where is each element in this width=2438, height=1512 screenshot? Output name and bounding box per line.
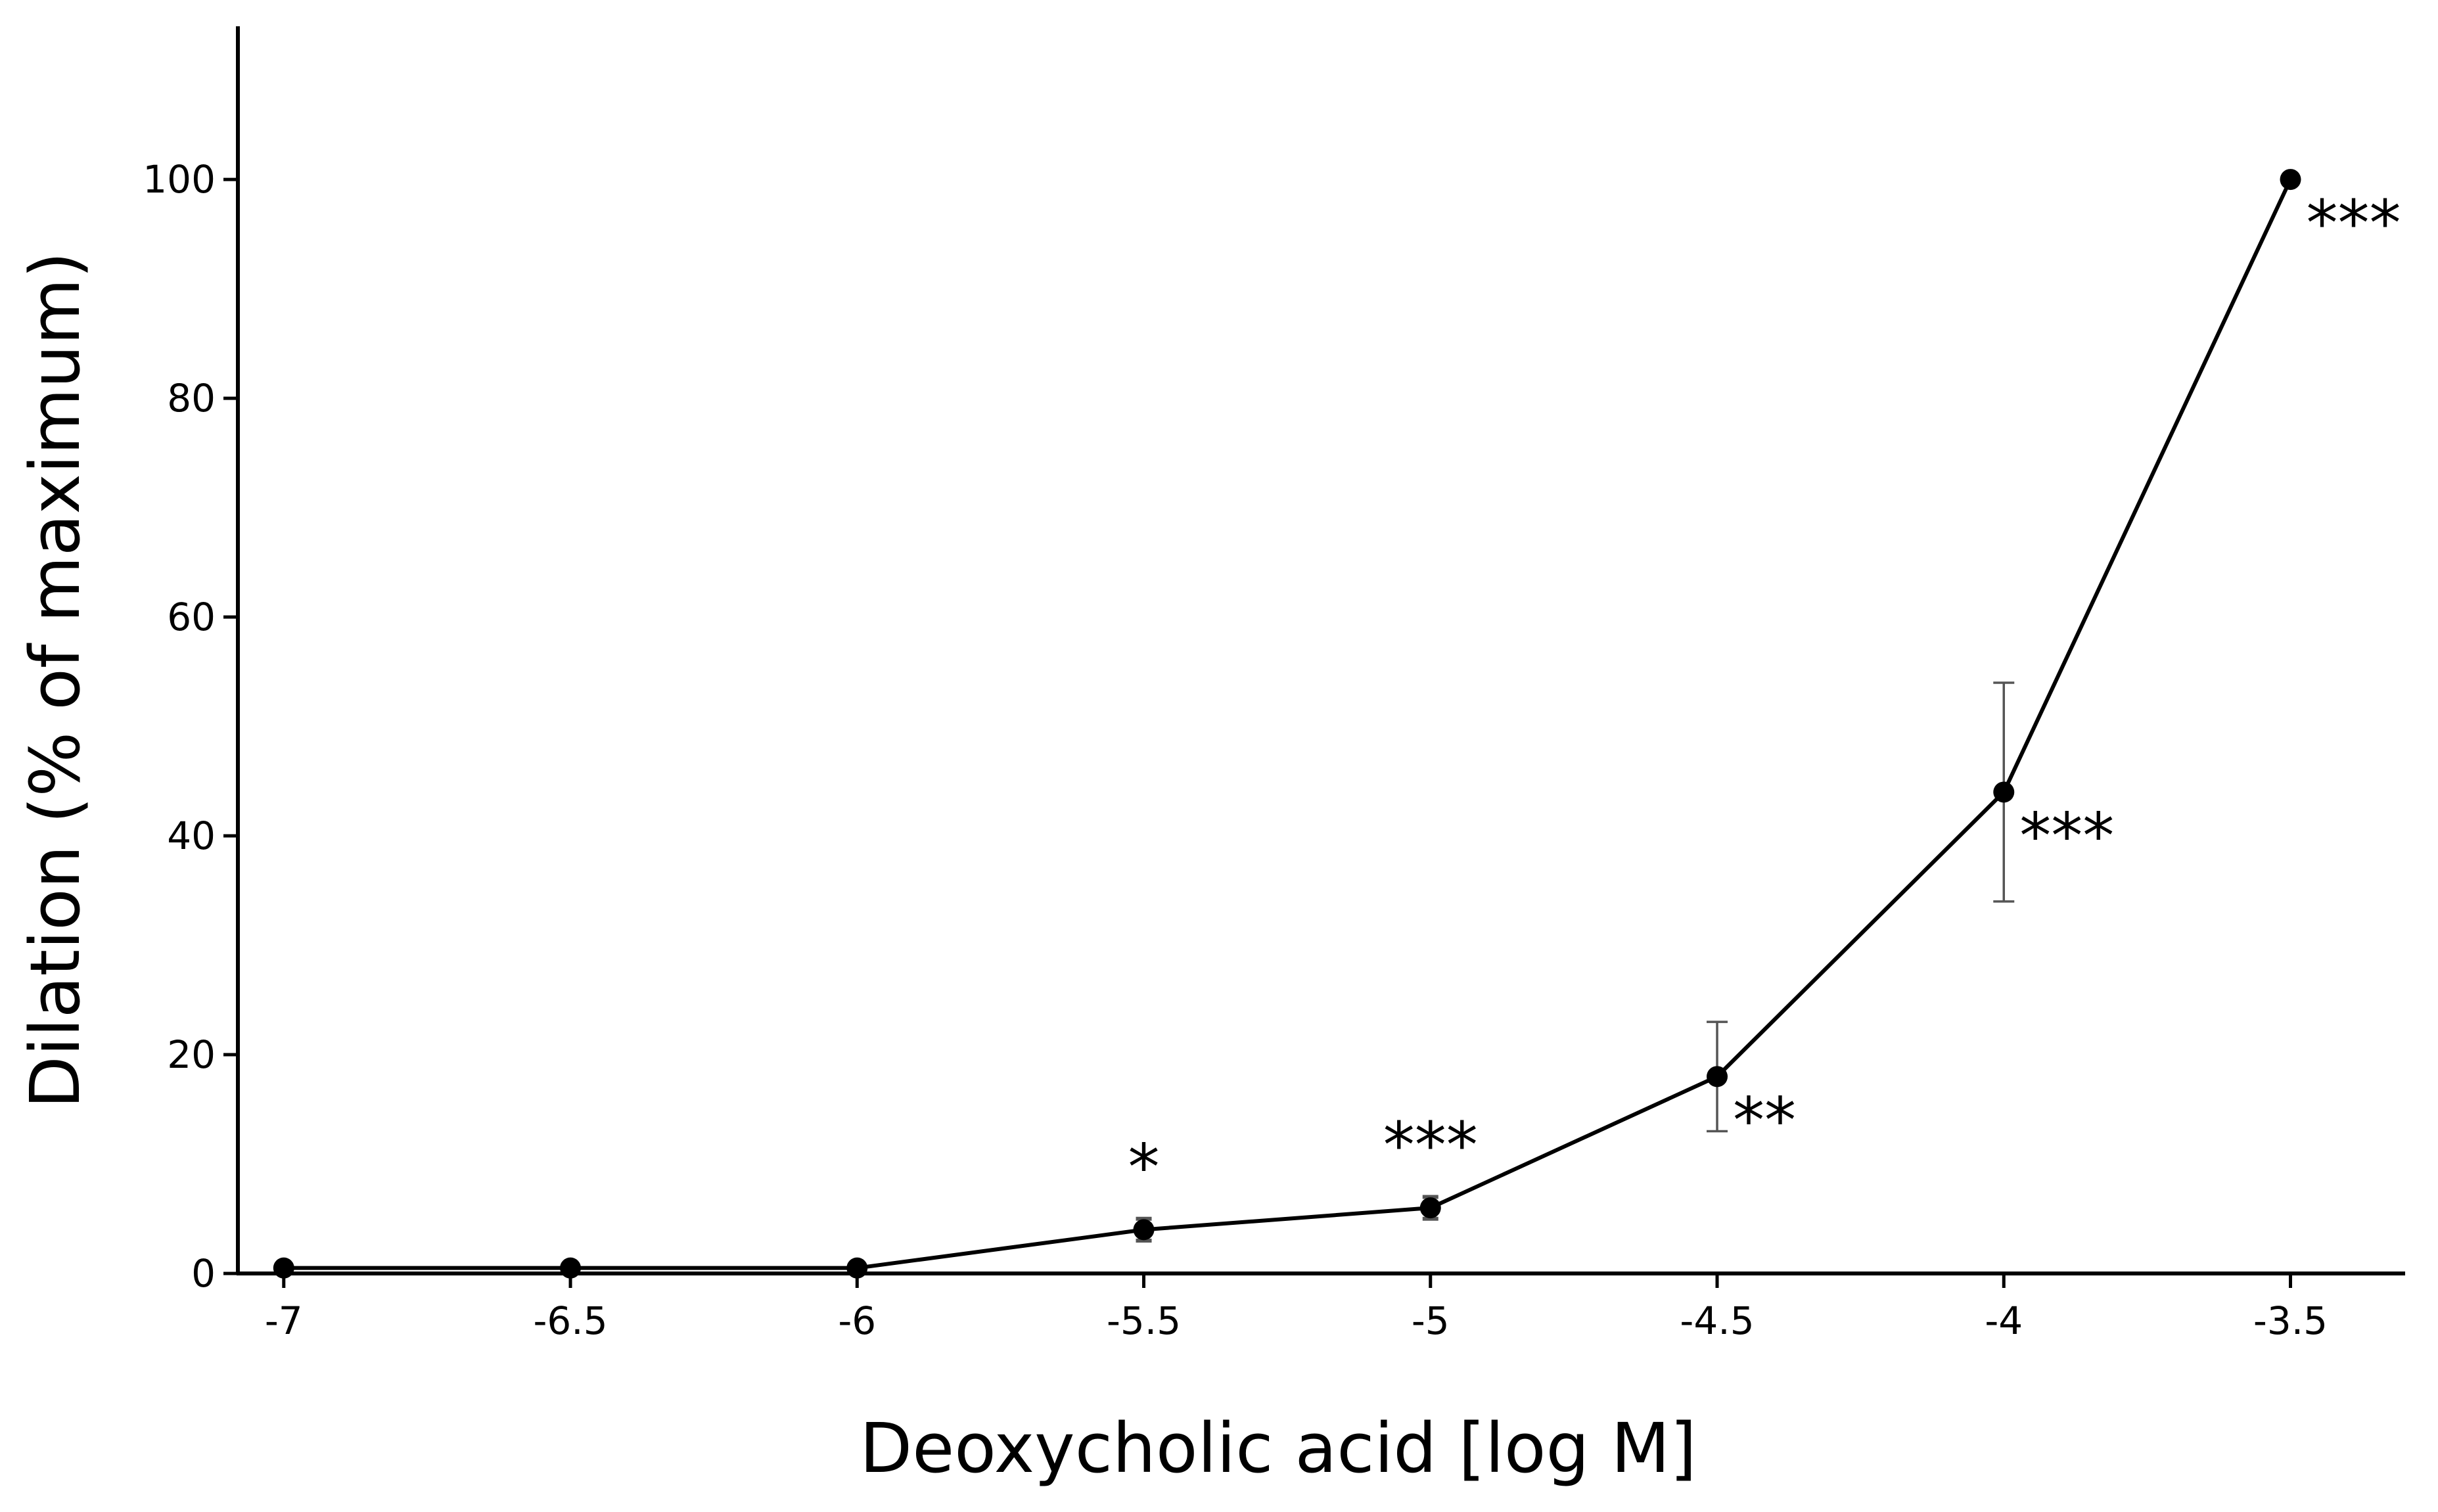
error-bars-layer <box>1136 681 2015 1243</box>
significance-label: *** <box>2307 187 2401 260</box>
x-tick-label: -3.5 <box>2253 1298 2328 1343</box>
x-tick-label: -6 <box>838 1298 876 1343</box>
data-points-layer <box>273 169 2301 1279</box>
data-point <box>2280 169 2301 191</box>
y-axis-title: Dilation (% of maximum) <box>15 252 95 1109</box>
axes-layer: 0 20 40 60 80 100 -7 -6.5 -6 -5.5 -5 -4.5 -4 -3.5 <box>143 26 2405 1343</box>
y-tick-label: 0 <box>191 1251 216 1296</box>
data-point <box>1707 1066 1728 1088</box>
y-tick-label: 20 <box>167 1032 216 1077</box>
data-point <box>273 1257 294 1279</box>
data-point <box>1133 1219 1155 1241</box>
y-tick-label: 40 <box>167 813 216 858</box>
x-tick-label: -6.5 <box>533 1298 607 1343</box>
data-point <box>560 1257 582 1279</box>
x-tick-label: -7 <box>265 1298 303 1343</box>
y-tick-label: 60 <box>167 595 216 639</box>
significance-labels-layer: * *** ******** <box>1128 187 2401 1204</box>
data-point <box>846 1257 868 1279</box>
data-point <box>1419 1197 1441 1219</box>
x-tick-label: -4 <box>1985 1298 2023 1343</box>
data-point <box>1993 781 2015 803</box>
significance-label: *** <box>1383 1109 1478 1182</box>
significance-label: *** <box>2019 799 2114 873</box>
y-tick-label: 100 <box>143 157 216 202</box>
x-tick-label: -5 <box>1412 1298 1450 1343</box>
y-tick-label: 80 <box>167 376 216 421</box>
x-tick-label: -4.5 <box>1680 1298 1754 1343</box>
series-line <box>283 178 2293 1270</box>
series-line-layer <box>283 178 2293 1270</box>
x-tick-label: -5.5 <box>1107 1298 1181 1343</box>
significance-label: ** <box>1733 1084 1796 1157</box>
x-axis-title: Deoxycholic acid [log M] <box>860 1408 1697 1488</box>
significance-label: * <box>1128 1130 1160 1204</box>
